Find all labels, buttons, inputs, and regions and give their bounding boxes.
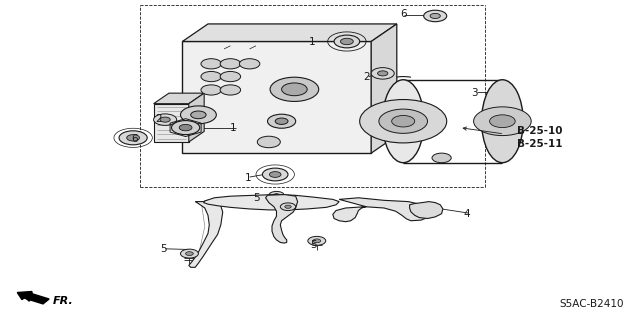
- Circle shape: [179, 124, 192, 131]
- Polygon shape: [410, 202, 443, 219]
- Text: 1: 1: [245, 173, 252, 183]
- Circle shape: [180, 249, 198, 258]
- Circle shape: [201, 59, 221, 69]
- Polygon shape: [266, 195, 298, 243]
- Circle shape: [379, 109, 428, 133]
- Circle shape: [201, 85, 221, 95]
- Circle shape: [220, 71, 241, 82]
- Text: 5: 5: [160, 244, 166, 255]
- Circle shape: [432, 153, 451, 163]
- Circle shape: [172, 121, 200, 135]
- Circle shape: [340, 38, 353, 45]
- Text: 1: 1: [308, 37, 315, 47]
- Circle shape: [273, 194, 280, 197]
- Circle shape: [180, 106, 216, 124]
- Circle shape: [270, 77, 319, 101]
- Circle shape: [268, 114, 296, 128]
- Text: FR.: FR.: [52, 296, 73, 307]
- Circle shape: [371, 68, 394, 79]
- Circle shape: [285, 205, 291, 208]
- Circle shape: [191, 111, 206, 119]
- Polygon shape: [189, 93, 204, 142]
- Text: 2: 2: [364, 72, 370, 82]
- Circle shape: [378, 71, 388, 76]
- Circle shape: [280, 203, 296, 211]
- Text: 5: 5: [253, 193, 259, 204]
- Text: 2: 2: [156, 114, 162, 124]
- Ellipse shape: [482, 80, 524, 163]
- Circle shape: [220, 59, 241, 69]
- Circle shape: [424, 10, 447, 22]
- Circle shape: [360, 100, 447, 143]
- Circle shape: [474, 107, 531, 136]
- Circle shape: [282, 83, 307, 96]
- Circle shape: [392, 115, 415, 127]
- Circle shape: [154, 114, 177, 125]
- Circle shape: [127, 135, 140, 141]
- Circle shape: [308, 236, 326, 245]
- Circle shape: [201, 71, 221, 82]
- Circle shape: [119, 131, 147, 145]
- Bar: [417, 207, 435, 214]
- Text: 3: 3: [472, 87, 478, 98]
- Bar: [154, 104, 189, 142]
- Text: 6: 6: [400, 9, 406, 19]
- Text: 6: 6: [131, 134, 138, 144]
- Polygon shape: [333, 198, 429, 222]
- Text: 5: 5: [310, 240, 317, 250]
- Circle shape: [269, 172, 281, 177]
- Circle shape: [313, 239, 321, 243]
- Circle shape: [186, 252, 193, 256]
- Polygon shape: [204, 195, 339, 210]
- Circle shape: [239, 59, 260, 69]
- Text: S5AC-B2410: S5AC-B2410: [559, 299, 624, 309]
- Circle shape: [160, 117, 170, 122]
- Circle shape: [220, 85, 241, 95]
- Text: B-25-10
B-25-11: B-25-10 B-25-11: [517, 126, 563, 149]
- Circle shape: [334, 35, 360, 48]
- FancyArrow shape: [17, 292, 49, 304]
- Circle shape: [430, 13, 440, 19]
- Ellipse shape: [383, 80, 424, 163]
- Circle shape: [257, 136, 280, 148]
- Text: 4: 4: [464, 209, 470, 219]
- Circle shape: [269, 191, 284, 199]
- Polygon shape: [189, 200, 223, 267]
- Bar: [182, 41, 371, 153]
- Polygon shape: [182, 24, 397, 41]
- Polygon shape: [154, 93, 204, 104]
- Circle shape: [262, 168, 288, 181]
- Circle shape: [275, 118, 288, 124]
- Circle shape: [490, 115, 515, 128]
- Polygon shape: [371, 24, 397, 153]
- Text: 1: 1: [230, 122, 237, 133]
